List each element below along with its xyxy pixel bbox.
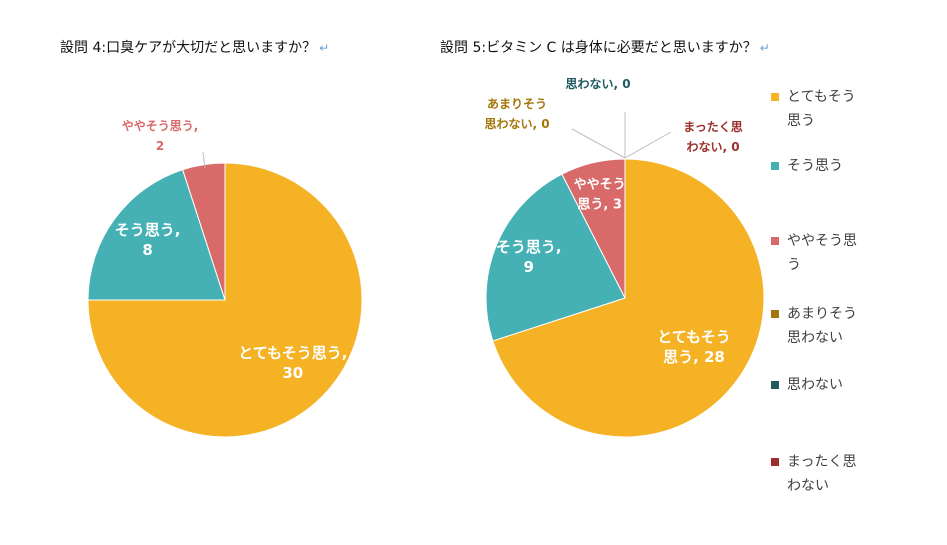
legend-item-まったく思わない: まったく思わない [771,454,856,494]
legend-item-とてもそう思う: とてもそう思う [771,89,856,129]
leader-line-あまりそう思わない [571,128,626,159]
legend-label: 思わない [787,377,843,393]
chart-q5: 設問 5:ビタミン C は身体に必要だと思いますか？ とてもそう思う, 28 そう… [440,40,857,494]
slice-そう思う [87,169,226,301]
slice-とてもそう思う [492,158,765,438]
legend-swatch [771,237,779,245]
legend-label: そう思う [787,158,843,174]
chart-q4-pie [87,162,363,438]
data-label-まったく思わない: まったく思わない, 0 [683,120,743,154]
chart-q4-data-labels: とてもそう思う, 30 そう思う, 8 ややそう思う, 2 [115,119,348,382]
legend-swatch [771,93,779,101]
legend-swatch [771,381,779,389]
chart-q5-pie [485,158,765,438]
legend-item-そう思う: そう思う [771,158,843,174]
legend-item-ややそう思う: ややそう思う [771,233,857,273]
chart-q4-title: 設問 4:口臭ケアが大切だと思いますか？ [60,40,316,56]
chart-q5-data-labels: とてもそう思う, 28 そう思う, 9 ややそう思う, 3 あまりそう思わない, 0 思わ… [484,77,742,366]
legend-swatch [771,310,779,318]
legend-label: ややそう思う [787,233,857,273]
data-label-そう思う: そう思う, 8 [115,221,181,259]
data-label-そう思う: そう思う, 9 [496,238,562,276]
slice-ややそう思う [182,162,226,301]
legend-label: まったく思わない [787,454,856,494]
leader-line-ややそう思う [202,151,206,169]
return-mark-5: ↵ [760,41,770,55]
legend-swatch [771,458,779,466]
legend-item-思わない: 思わない [771,377,843,393]
legend-item-あまりそう思わない: あまりそう思わない [771,306,857,346]
legend-label: あまりそう思わない [787,306,857,346]
data-label-とてもそう思う: とてもそう思う, 30 [238,344,347,382]
slice-とてもそう思う [87,162,363,438]
slice-ややそう思う [561,158,626,299]
legend-label: とてもそう思う [787,89,856,129]
slice-そう思う [485,173,626,342]
chart-q4: 設問 4:口臭ケアが大切だと思いますか？ とてもそう思う, 30 そう思う, 8 ややそ… [60,40,363,438]
data-label-ややそう思う: ややそう思う, 2 [122,119,199,153]
chart-q5-title: 設問 5:ビタミン C は身体に必要だと思いますか？ [440,40,757,56]
data-label-思わない: 思わない, 0 [565,77,630,91]
legend-swatch [771,162,779,170]
return-mark-4: ↵ [319,41,329,55]
leader-line-まったく思わない [624,131,672,159]
data-label-ややそう思う: ややそう思う, 3 [574,178,626,213]
data-label-あまりそう思わない: あまりそう思わない, 0 [484,97,549,131]
data-label-とてもそう思う: とてもそう思う, 28 [657,328,731,366]
